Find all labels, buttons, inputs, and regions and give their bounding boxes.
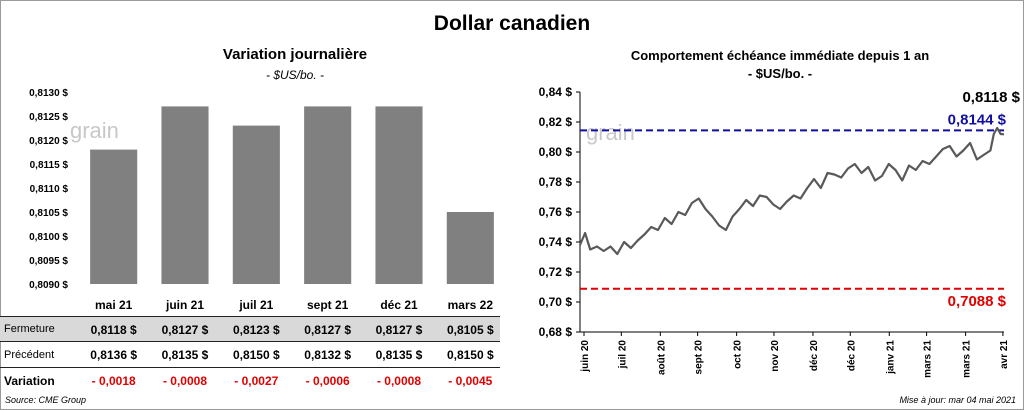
table-row-previous: Précédent 0,8136 $ 0,8135 $ 0,8150 $ 0,8…: [0, 342, 500, 368]
bar: [304, 106, 352, 285]
source-note: Source: CME Group: [5, 395, 87, 405]
main-title: Dollar canadien: [433, 12, 591, 35]
x-tick-label: juil 21: [238, 298, 273, 312]
table-cell: - 0,0045: [448, 374, 493, 388]
table-cell: - 0,0008: [376, 374, 422, 388]
x-tick-label: sept 21: [307, 298, 349, 312]
reference-label: 0,7088 $: [948, 293, 1007, 310]
y-tick-label: 0,8115 $: [30, 160, 69, 171]
table-cell: 0,8136 $: [90, 348, 138, 362]
table-cell: 0,8132 $: [304, 348, 352, 362]
x-tick-label: août 20: [656, 340, 667, 375]
left-watermark: grain: [70, 118, 119, 143]
x-tick-label: janv 21: [885, 340, 896, 375]
x-tick-label: mai 21: [95, 298, 133, 312]
table-cell: 0,8123 $: [232, 323, 280, 337]
left-chart-title: Variation journalière: [222, 46, 368, 63]
y-tick-label: 0,8125 $: [29, 112, 68, 123]
reference-label: 0,8144 $: [948, 111, 1007, 128]
x-tick-label: sept 20: [694, 340, 705, 375]
bar: [446, 212, 494, 284]
line-series: 0,8118 $: [578, 89, 1021, 256]
x-tick-label: déc 21: [380, 298, 418, 312]
x-tick-label: nov 20: [770, 340, 781, 372]
y-tick-label: 0,8130 $: [29, 88, 68, 99]
y-tick-label: 0,8110 $: [30, 184, 69, 195]
reference-lines: 0,8144 $ 0,7088 $: [580, 111, 1007, 310]
right-chart-unit: - $US/bo. -: [747, 66, 813, 81]
y-tick-label: 0,8120 $: [29, 136, 68, 147]
x-tick-label: déc 20: [846, 340, 857, 372]
y-tick-label: 0,78 $: [539, 175, 573, 189]
left-chart-unit: - $US/bo. -: [265, 68, 325, 82]
table-cell: 0,8150 $: [232, 348, 280, 362]
x-tick-label: mars 22: [448, 298, 494, 312]
table-cell: 0,8135 $: [161, 348, 209, 362]
bar: [90, 149, 138, 284]
bar-chart: grain 0,8090 $0,8095 $0,8100 $0,8105 $0,…: [29, 88, 494, 312]
x-tick-label: juin 21: [165, 298, 204, 312]
bar: [161, 106, 209, 285]
bar-x-axis: mai 21 juin 21 juil 21 sept 21 déc 21 mars 22: [95, 298, 493, 312]
bar-y-axis: 0,8090 $ 0,8095 $ 0,8100 $ 0,8105 $ 0,8110 $…: [29, 88, 68, 291]
table-cell: 0,8150 $: [446, 348, 494, 362]
line-x-axis: juin 20 juil 20 août 20 sept 20 oct 20 nov 20…: [580, 331, 1010, 378]
x-tick-label: mars 21: [923, 340, 934, 378]
table-row-close: Fermeture 0,8118 $ 0,8127 $ 0,8123 $ 0,8…: [0, 316, 500, 342]
y-tick-label: 0,74 $: [539, 235, 573, 249]
x-tick-label: juil 20: [617, 340, 628, 370]
y-tick-label: 0,76 $: [539, 205, 573, 219]
line-chart: grain 0,68 $ 0,70 $ 0,72 $ 0,74 $ 0,76 $ 0,78…: [539, 85, 1021, 378]
table-cell: 0,8135 $: [375, 348, 423, 362]
y-tick-label: 0,84 $: [539, 85, 573, 99]
table-cell: - 0,0027: [234, 374, 279, 388]
y-tick-label: 0,70 $: [539, 295, 573, 309]
table-cell: 0,8127 $: [161, 323, 209, 337]
y-tick-label: 0,8095 $: [29, 256, 68, 267]
row-label: Variation: [4, 374, 55, 388]
row-label: Précédent: [4, 348, 55, 361]
table-cell: - 0,0006: [305, 374, 350, 388]
table-cell: - 0,0018: [91, 374, 136, 388]
x-tick-label: oct 20: [733, 340, 744, 369]
y-tick-label: 0,80 $: [539, 145, 573, 159]
x-tick-label: avr 21: [999, 340, 1010, 369]
table-cell: 0,8118 $: [90, 323, 137, 337]
right-chart-title: Comportement échéance immédiate depuis 1…: [630, 48, 930, 63]
update-note: Mise à jour: mar 04 mai 2021: [899, 395, 1016, 405]
table-row-variation: Variation - 0,0018 - 0,0008 - 0,0027 - 0…: [0, 368, 500, 394]
bar: [375, 106, 423, 285]
price-line: [578, 126, 1005, 256]
line-y-axis: 0,68 $ 0,70 $ 0,72 $ 0,74 $ 0,76 $ 0,78 $ 0,80…: [539, 85, 581, 339]
y-tick-label: 0,72 $: [539, 265, 573, 279]
y-tick-label: 0,8090 $: [29, 280, 68, 291]
y-tick-label: 0,8105 $: [29, 208, 68, 219]
x-tick-label: juin 20: [580, 340, 591, 373]
table-cell: 0,8105 $: [446, 323, 494, 337]
bar-series: [90, 106, 494, 285]
table-cell: 0,8127 $: [375, 323, 423, 337]
x-tick-label: déc 20: [809, 340, 820, 372]
last-price-label: 0,8118 $: [962, 89, 1020, 106]
x-tick-label: mars 21: [962, 340, 973, 378]
table-cell: - 0,0008: [162, 374, 208, 388]
right-watermark: grain: [586, 120, 635, 145]
y-tick-label: 0,82 $: [539, 115, 573, 129]
bar: [232, 125, 280, 284]
row-label: Fermeture: [4, 323, 55, 335]
table-cell: 0,8127 $: [304, 323, 352, 337]
y-tick-label: 0,68 $: [539, 325, 573, 339]
y-tick-label: 0,8100 $: [29, 232, 68, 243]
